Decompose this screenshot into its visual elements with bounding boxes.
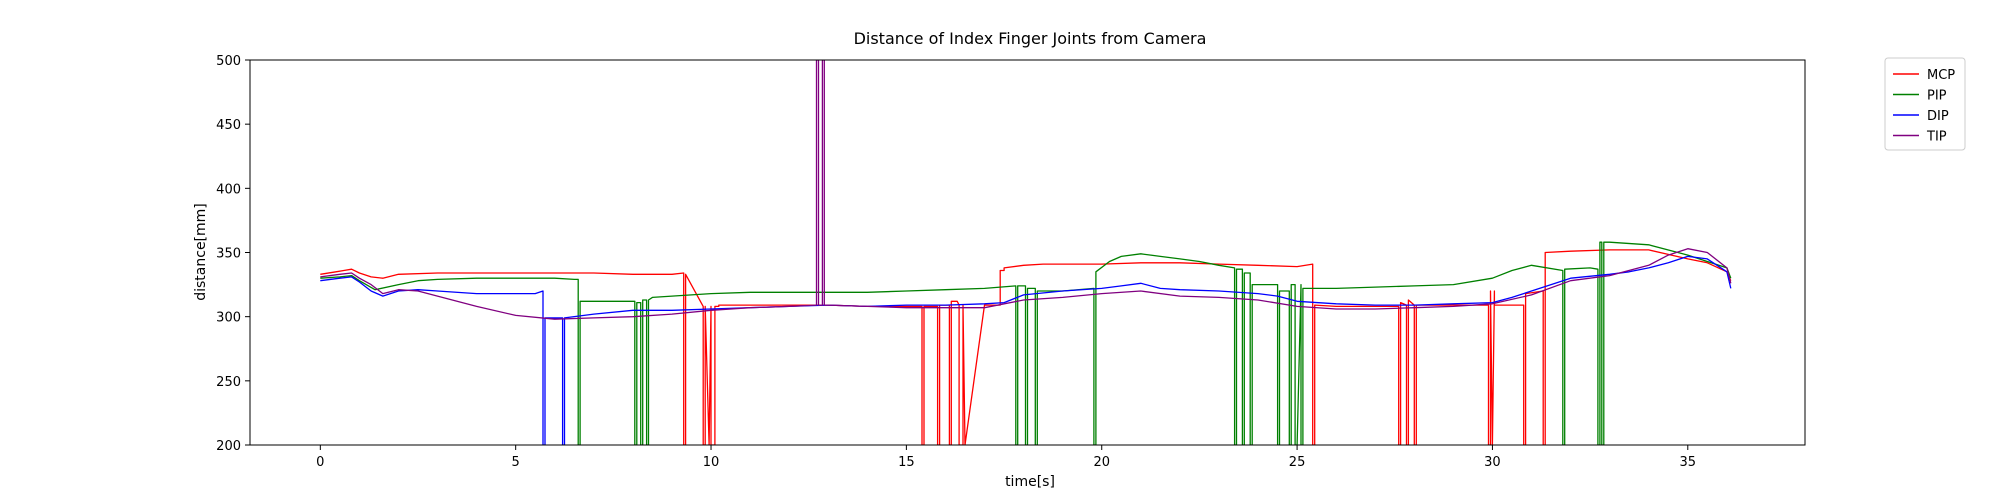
legend-label-tip: TIP [1926,130,1947,145]
x-tick-label: 5 [512,455,520,470]
chart-title: Distance of Index Finger Joints from Cam… [854,29,1207,48]
y-tick-label: 200 [216,439,241,454]
y-tick-label: 400 [216,182,241,197]
legend-label-pip: PIP [1927,89,1947,104]
x-tick-label: 0 [316,455,324,470]
legend-label-dip: DIP [1927,109,1949,124]
x-tick-label: 35 [1680,455,1697,470]
x-tick-label: 25 [1289,455,1306,470]
y-tick-label: 250 [216,375,241,390]
legend-label-mcp: MCP [1927,68,1955,83]
y-tick-label: 350 [216,247,241,262]
x-axis-label: time[s] [1005,474,1055,490]
x-tick-label: 15 [898,455,915,470]
x-tick-label: 10 [703,455,720,470]
x-tick-label: 20 [1093,455,1110,470]
y-tick-label: 500 [216,54,241,69]
y-tick-label: 450 [216,118,241,133]
legend: MCP PIP DIP TIP [1885,58,1965,150]
y-axis-label: distance[mm] [193,203,209,301]
x-tick-label: 30 [1484,455,1501,470]
y-tick-label: 300 [216,311,241,326]
